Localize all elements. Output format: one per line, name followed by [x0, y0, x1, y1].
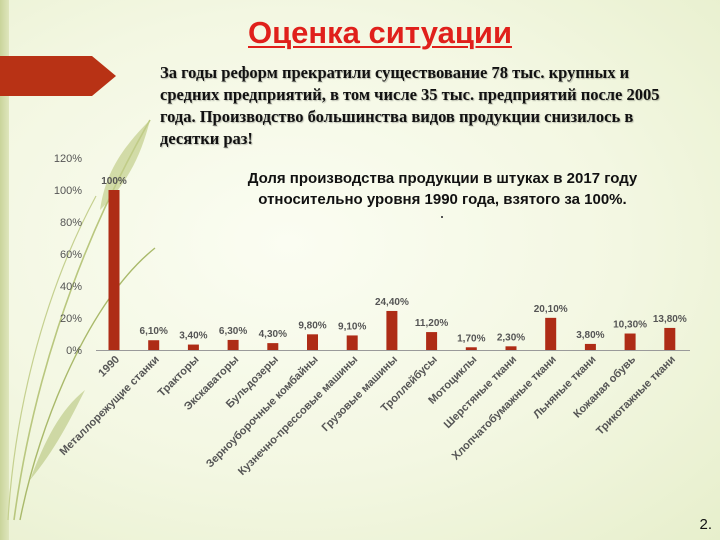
bar	[108, 190, 120, 350]
bar	[545, 317, 557, 350]
bar	[346, 335, 358, 350]
y-tick-label: 0%	[66, 345, 82, 357]
bar	[505, 346, 517, 350]
data-label: 24,40%	[375, 297, 409, 308]
category-label: 1990	[96, 354, 122, 380]
bar	[148, 340, 160, 350]
y-tick-label: 100%	[54, 185, 82, 197]
bar	[426, 332, 438, 350]
left-accent-bar	[0, 0, 9, 540]
bar	[187, 344, 199, 350]
page-number: 2.	[699, 516, 712, 533]
bar	[307, 334, 318, 350]
slide-title: Оценка ситуации	[248, 15, 512, 50]
data-label: 13,80%	[653, 314, 687, 325]
bar	[664, 327, 676, 350]
bar	[227, 339, 239, 350]
bar	[584, 343, 596, 350]
data-label: 6,10%	[140, 326, 168, 337]
data-label: 4,30%	[259, 329, 287, 340]
y-tick-label: 20%	[60, 313, 82, 325]
bar	[267, 343, 279, 350]
bar	[624, 333, 636, 350]
data-label: 20,10%	[534, 304, 568, 315]
data-label: 3,80%	[576, 330, 604, 341]
chart-title: Доля производства продукции в штуках в 2…	[247, 170, 638, 208]
y-tick-label: 40%	[60, 281, 82, 293]
bar	[465, 347, 477, 350]
stray-dot	[441, 216, 443, 218]
y-tick-label: 80%	[60, 217, 82, 229]
y-tick-label: 60%	[60, 249, 82, 261]
data-label: 100%	[101, 176, 127, 187]
data-label: 6,30%	[219, 326, 247, 337]
bar	[386, 310, 398, 350]
data-label: 3,40%	[179, 331, 207, 342]
category-label: Трикотажные ткани	[594, 354, 678, 438]
data-label: 9,80%	[298, 320, 326, 331]
red-arrow-shape	[0, 56, 116, 96]
y-tick-label: 120%	[54, 153, 82, 165]
category-label: Грузовые машины	[320, 354, 400, 434]
category-label: Шерстяные ткани	[442, 354, 519, 431]
data-label: 9,10%	[338, 321, 366, 332]
data-label: 11,20%	[415, 318, 448, 329]
data-label: 2,30%	[497, 332, 525, 343]
intro-text: За годы реформ прекратили существование …	[160, 63, 660, 148]
data-label: 1,70%	[457, 333, 485, 344]
data-label: 10,30%	[613, 320, 647, 331]
